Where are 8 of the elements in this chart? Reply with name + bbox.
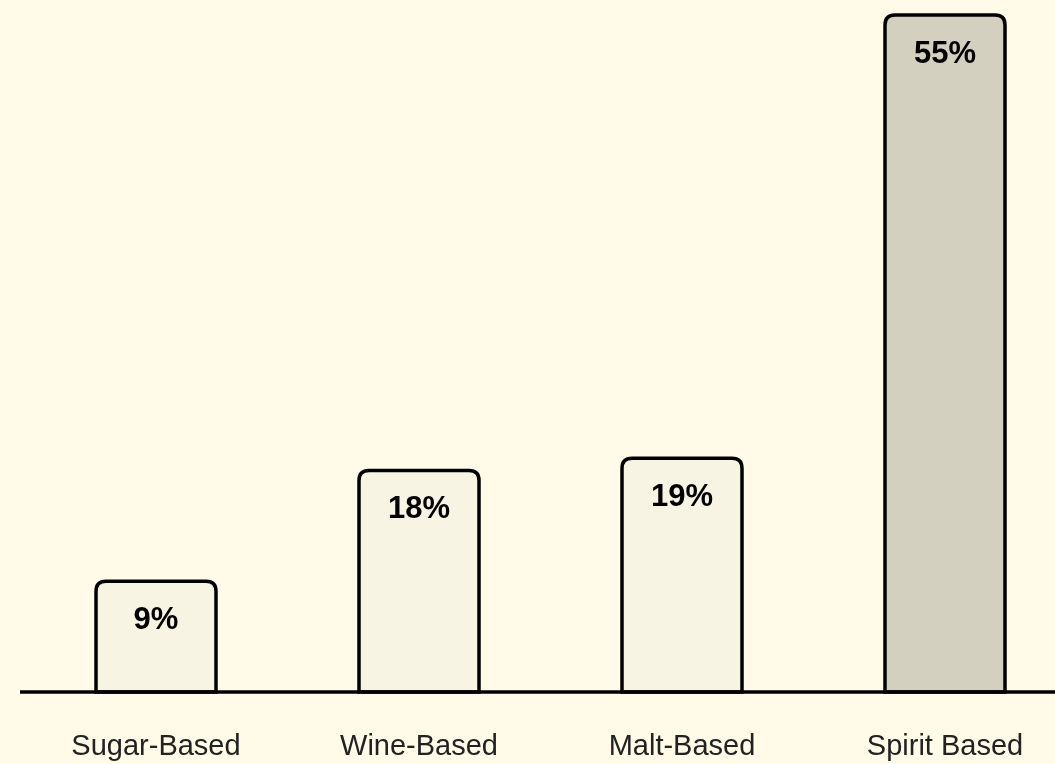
x-tick-label: Spirit Based xyxy=(866,729,1024,761)
data-label: 55% xyxy=(913,35,977,70)
x-tick-label: Wine-Based xyxy=(340,729,498,761)
data-label: 19% xyxy=(650,478,714,514)
data-label: 18% xyxy=(387,490,451,526)
x-tick-label: Malt-Based xyxy=(608,729,756,761)
data-label: 9% xyxy=(133,601,179,637)
x-tick-label: Sugar-Based xyxy=(71,729,241,761)
